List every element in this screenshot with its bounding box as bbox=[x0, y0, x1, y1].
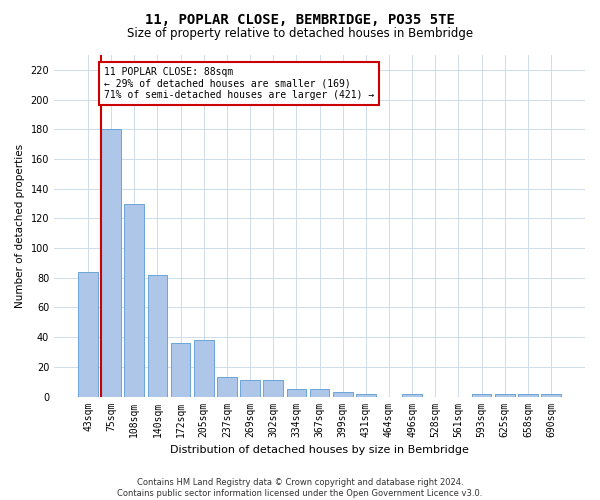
Bar bbox=[263, 380, 283, 396]
Bar bbox=[124, 204, 144, 396]
Bar bbox=[495, 394, 515, 396]
Bar bbox=[171, 343, 190, 396]
Bar bbox=[217, 378, 237, 396]
Text: Size of property relative to detached houses in Bembridge: Size of property relative to detached ho… bbox=[127, 28, 473, 40]
Bar bbox=[310, 389, 329, 396]
Bar bbox=[541, 394, 561, 396]
Bar bbox=[148, 275, 167, 396]
Bar bbox=[333, 392, 353, 396]
X-axis label: Distribution of detached houses by size in Bembridge: Distribution of detached houses by size … bbox=[170, 445, 469, 455]
Bar bbox=[287, 389, 306, 396]
Text: 11 POPLAR CLOSE: 88sqm
← 29% of detached houses are smaller (169)
71% of semi-de: 11 POPLAR CLOSE: 88sqm ← 29% of detached… bbox=[104, 67, 374, 100]
Bar bbox=[101, 130, 121, 396]
Bar bbox=[472, 394, 491, 396]
Bar bbox=[402, 394, 422, 396]
Bar bbox=[78, 272, 98, 396]
Bar bbox=[518, 394, 538, 396]
Y-axis label: Number of detached properties: Number of detached properties bbox=[15, 144, 25, 308]
Bar bbox=[194, 340, 214, 396]
Text: Contains HM Land Registry data © Crown copyright and database right 2024.
Contai: Contains HM Land Registry data © Crown c… bbox=[118, 478, 482, 498]
Bar bbox=[240, 380, 260, 396]
Bar bbox=[356, 394, 376, 396]
Text: 11, POPLAR CLOSE, BEMBRIDGE, PO35 5TE: 11, POPLAR CLOSE, BEMBRIDGE, PO35 5TE bbox=[145, 12, 455, 26]
